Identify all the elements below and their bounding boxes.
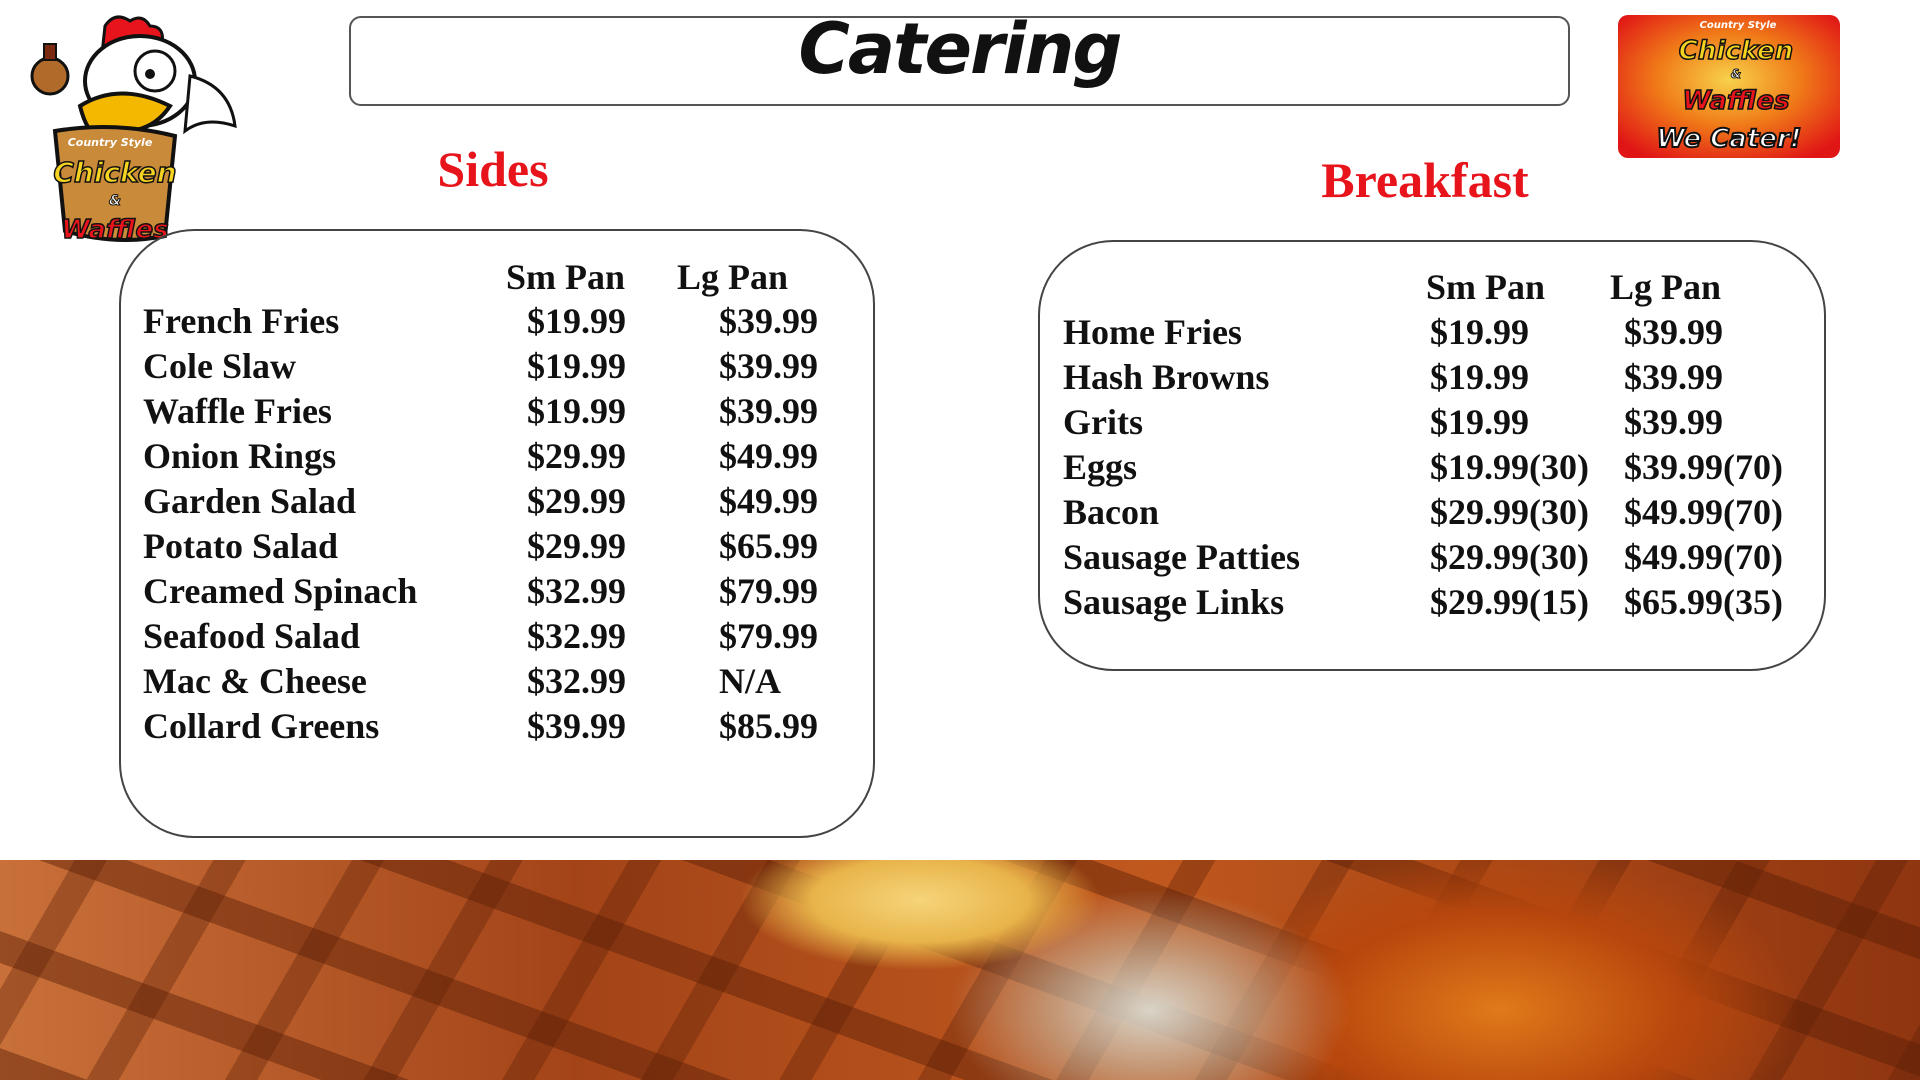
price-sm-pan: $19.99	[527, 301, 626, 341]
price-sm-pan: $32.99	[527, 616, 626, 656]
logo-word-waffles: Waffles	[1682, 86, 1789, 116]
title-frame	[349, 16, 1570, 106]
item-name: French Fries	[143, 301, 340, 341]
item-name: Seafood Salad	[143, 616, 361, 656]
sides-title: Sides	[437, 141, 549, 197]
price-lg-pan: $85.99	[719, 706, 818, 746]
item-name: Waffle Fries	[143, 391, 332, 431]
logo-tagline: Country Style	[1700, 20, 1777, 31]
price-sm-pan: $32.99	[527, 661, 626, 701]
price-lg-pan: $49.99	[719, 481, 818, 521]
logo-word-waffles: Waffles	[61, 215, 168, 245]
item-name: Onion Rings	[143, 436, 337, 476]
header-sm-pan: Sm Pan	[1426, 267, 1546, 307]
item-name: Potato Salad	[143, 526, 339, 566]
breakfast-title: Breakfast	[1321, 152, 1529, 208]
price-lg-pan: $79.99	[719, 571, 818, 611]
price-sm-pan: $19.99	[1430, 312, 1529, 352]
logo-word-chicken: Chicken	[1679, 36, 1793, 66]
price-sm-pan: $19.99	[1430, 357, 1529, 397]
header-lg-pan: Lg Pan	[677, 257, 789, 297]
breakfast-panel	[1038, 240, 1826, 671]
we-cater-logo: Country Style Chicken & Waffles We Cater…	[1618, 15, 1840, 158]
header-lg-pan: Lg Pan	[1610, 267, 1722, 307]
price-lg-pan: $39.99	[719, 301, 818, 341]
waffle-syrup-photo	[0, 860, 1920, 1080]
price-sm-pan: $19.99(30)	[1430, 447, 1589, 487]
price-lg-pan: $49.99(70)	[1624, 492, 1783, 532]
price-sm-pan: $29.99	[527, 481, 626, 521]
price-lg-pan: $65.99	[719, 526, 818, 566]
price-sm-pan: $29.99	[527, 526, 626, 566]
item-name: Garden Salad	[143, 481, 357, 521]
price-lg-pan: $39.99	[1624, 312, 1723, 352]
price-sm-pan: $29.99	[527, 436, 626, 476]
item-name: Collard Greens	[143, 706, 380, 746]
sides-panel	[119, 229, 875, 838]
price-lg-pan: $79.99	[719, 616, 818, 656]
price-sm-pan: $19.99	[1430, 402, 1529, 442]
logo-ampersand: &	[1731, 67, 1741, 81]
price-lg-pan: $49.99	[719, 436, 818, 476]
logo-we-cater: We Cater!	[1656, 124, 1801, 154]
page-title: Catering	[798, 8, 1122, 90]
logo-tagline: Country Style	[68, 136, 153, 149]
item-name: Eggs	[1063, 447, 1138, 487]
price-sm-pan: $29.99(30)	[1430, 537, 1589, 577]
price-sm-pan: $29.99(15)	[1430, 582, 1589, 622]
item-name: Creamed Spinach	[143, 571, 418, 611]
price-sm-pan: $39.99	[527, 706, 626, 746]
chicken-waffles-logo: Country Style Chicken & Waffles	[30, 15, 237, 246]
price-sm-pan: $29.99(30)	[1430, 492, 1589, 532]
item-name: Mac & Cheese	[143, 661, 367, 701]
price-lg-pan: N/A	[719, 661, 781, 701]
logo-ampersand: &	[109, 193, 121, 209]
logo-word-chicken: Chicken	[53, 156, 176, 189]
price-lg-pan: $39.99(70)	[1624, 447, 1783, 487]
price-lg-pan: $39.99	[719, 346, 818, 386]
item-name: Home Fries	[1063, 312, 1242, 352]
item-name: Cole Slaw	[143, 346, 296, 386]
price-lg-pan: $49.99(70)	[1624, 537, 1783, 577]
price-lg-pan: $39.99	[1624, 402, 1723, 442]
price-lg-pan: $65.99(35)	[1624, 582, 1783, 622]
header-sm-pan: Sm Pan	[506, 257, 626, 297]
item-name: Hash Browns	[1063, 357, 1270, 397]
price-lg-pan: $39.99	[719, 391, 818, 431]
item-name: Grits	[1063, 402, 1143, 442]
item-name: Sausage Patties	[1063, 537, 1300, 577]
item-name: Sausage Links	[1063, 582, 1285, 622]
price-sm-pan: $19.99	[527, 346, 626, 386]
item-name: Bacon	[1063, 492, 1160, 532]
price-sm-pan: $32.99	[527, 571, 626, 611]
price-sm-pan: $19.99	[527, 391, 626, 431]
price-lg-pan: $39.99	[1624, 357, 1723, 397]
